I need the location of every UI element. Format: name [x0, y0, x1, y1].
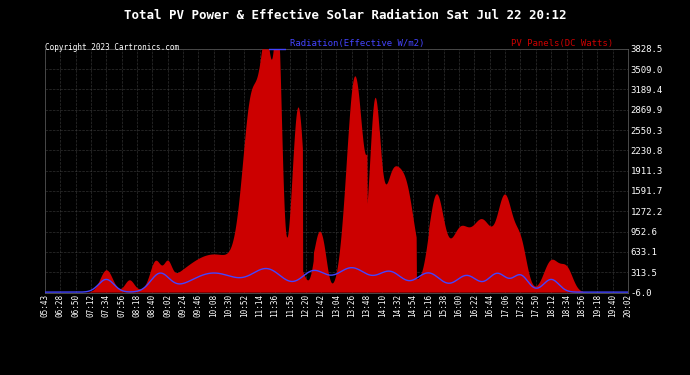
Text: PV Panels(DC Watts): PV Panels(DC Watts)	[511, 39, 613, 48]
Text: Total PV Power & Effective Solar Radiation Sat Jul 22 20:12: Total PV Power & Effective Solar Radiati…	[124, 9, 566, 22]
Text: Radiation(Effective W/m2): Radiation(Effective W/m2)	[290, 39, 424, 48]
Text: Copyright 2023 Cartronics.com: Copyright 2023 Cartronics.com	[45, 43, 179, 52]
